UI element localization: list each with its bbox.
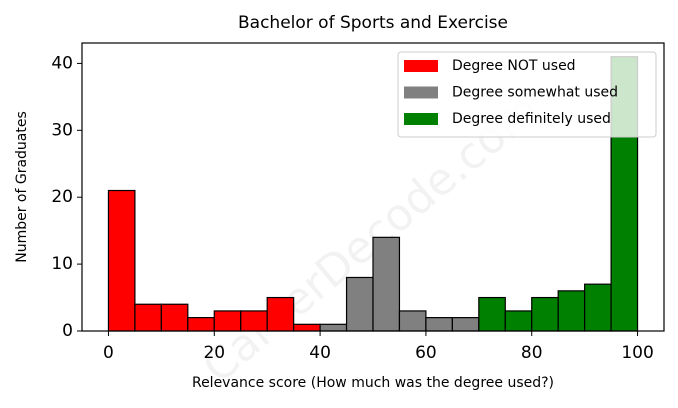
legend-label: Degree definitely used	[452, 111, 611, 127]
histogram-bar	[478, 296, 506, 332]
legend-label: Degree somewhat used	[452, 85, 618, 101]
legend: Degree NOT used Degree somewhat used Degre…	[397, 51, 657, 138]
histogram-bar	[372, 236, 401, 332]
x-tick-label: 100	[621, 343, 653, 363]
x-tick-label: 40	[309, 343, 331, 363]
legend-swatch	[404, 113, 438, 125]
y-tick-label: 10	[51, 254, 73, 274]
histogram-bar	[584, 283, 612, 332]
histogram-bar	[451, 317, 480, 332]
histogram-bar	[187, 317, 215, 332]
histogram-bar	[134, 303, 162, 332]
histogram-bar	[531, 296, 559, 332]
histogram-bar	[293, 323, 321, 332]
y-tick-label: 20	[51, 187, 73, 207]
histogram-bar	[107, 189, 136, 332]
histogram-bar	[213, 310, 242, 332]
x-tick-label: 20	[203, 343, 225, 363]
histogram-bar	[160, 303, 189, 332]
plot-frame	[81, 42, 665, 332]
legend-swatch	[404, 86, 438, 99]
y-tick-label: 30	[51, 120, 73, 140]
histogram-bar	[557, 290, 586, 332]
y-tick-label: 40	[51, 53, 73, 73]
legend-label: Degree NOT used	[452, 58, 576, 74]
histogram-bar	[240, 310, 268, 332]
legend-box	[397, 51, 657, 138]
histogram-bar	[266, 296, 295, 332]
y-tick-label: 0	[62, 321, 73, 341]
histogram-bar	[398, 310, 427, 332]
y-axis-label: Number of Graduates	[14, 111, 30, 263]
histogram-bar	[504, 310, 533, 332]
x-axis-label: Relevance score (How much was the degree…	[192, 375, 554, 391]
legend-swatch	[404, 60, 438, 72]
histogram-bar	[319, 323, 348, 332]
histogram-bar	[425, 317, 453, 332]
histogram-bar	[345, 276, 374, 332]
x-tick-label: 60	[415, 343, 437, 363]
chart-title: Bachelor of Sports and Exercise	[238, 13, 508, 33]
x-tick-label: 80	[521, 343, 543, 363]
x-tick-label: 0	[103, 343, 114, 363]
